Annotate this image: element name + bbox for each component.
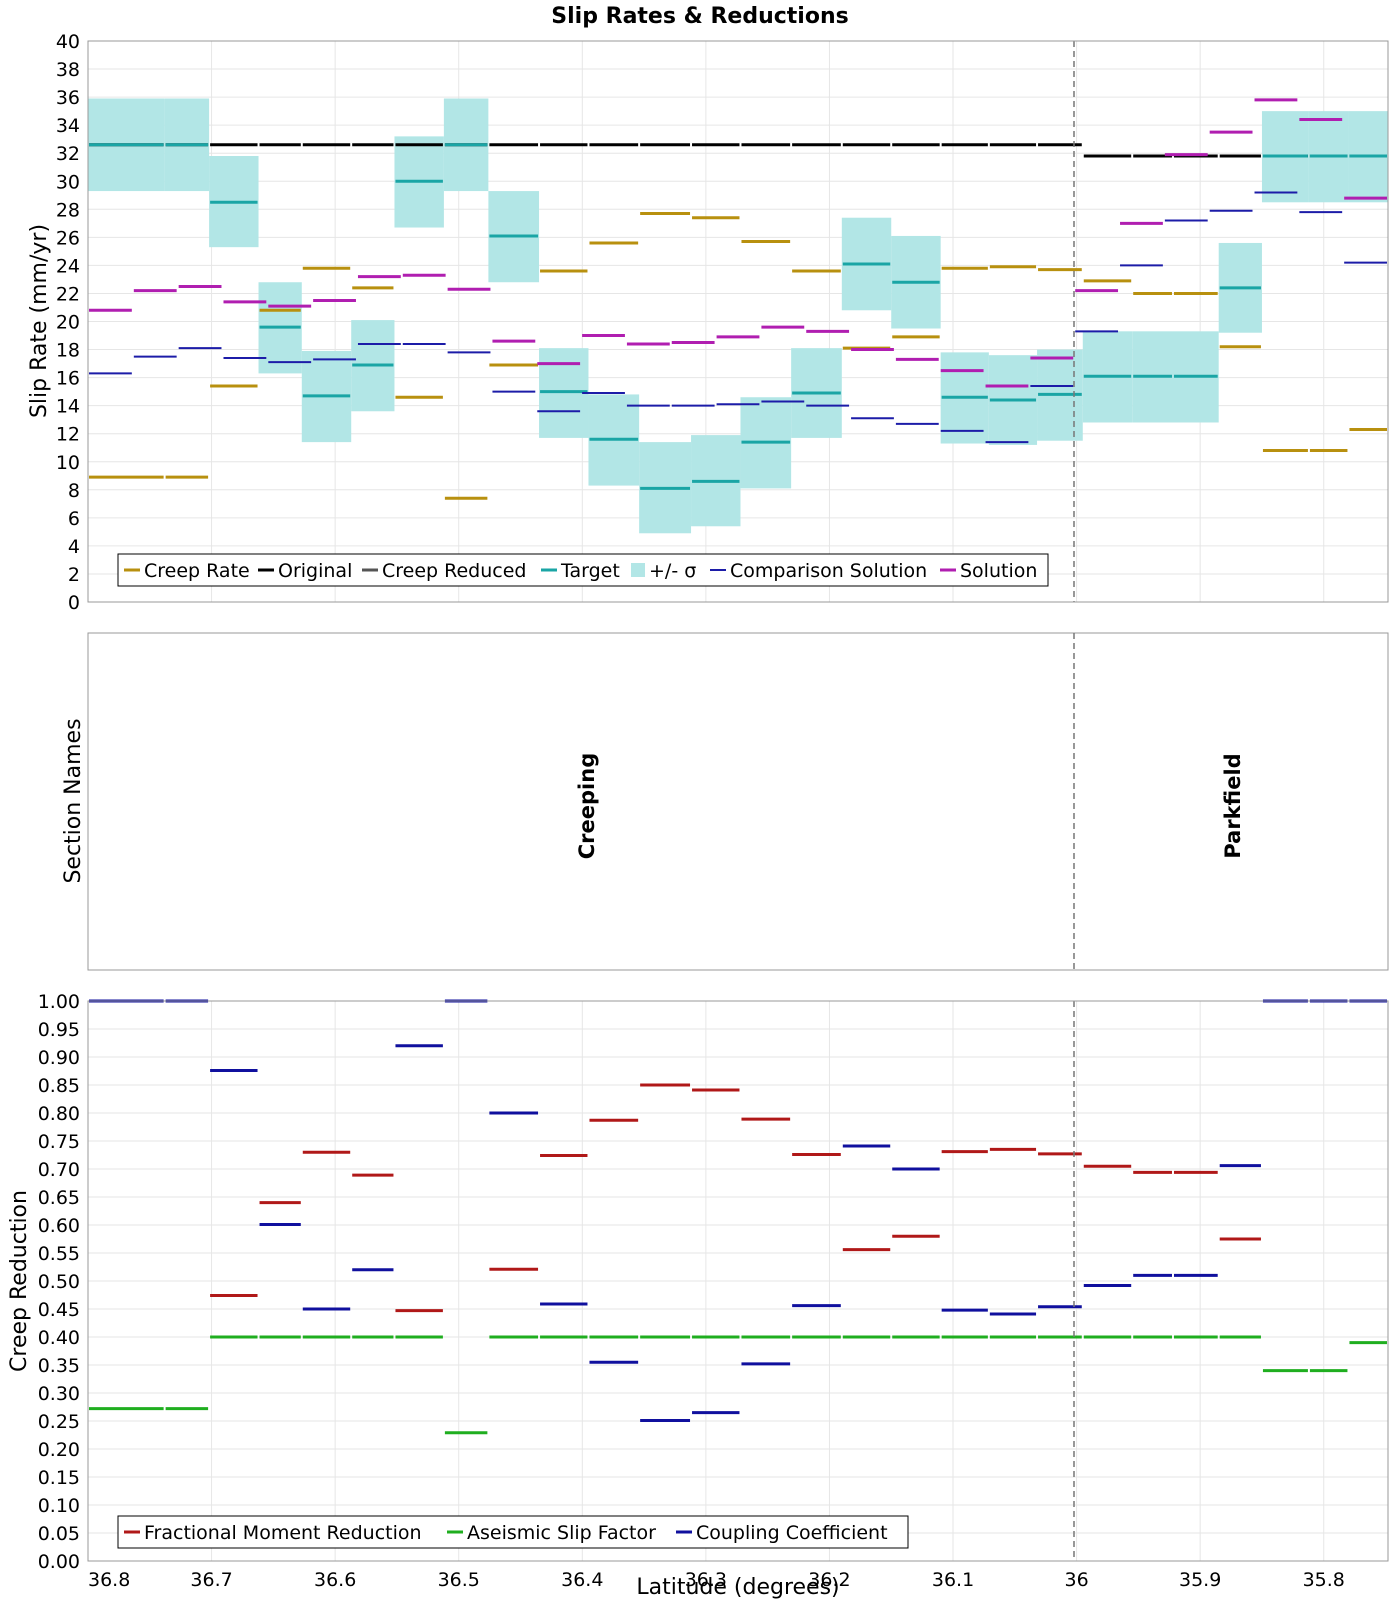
y-tick-label: 0.95 <box>38 1019 80 1041</box>
creep-reduction-y-label: Creep Reduction <box>7 1190 32 1372</box>
y-tick-label: 4 <box>68 536 80 558</box>
y-tick-label: 6 <box>68 508 80 530</box>
sigma-bands <box>88 98 1388 534</box>
slip-rate-grid <box>87 40 1388 603</box>
creep-reduction-legend: Fractional Moment Reduction Aseismic Sli… <box>117 1515 909 1549</box>
y-tick-label: 20 <box>56 312 80 334</box>
y-tick-label: 0.65 <box>38 1187 80 1209</box>
creep-reduction-y-ticks: 0.00 0.05 0.10 0.15 0.20 0.25 0.30 0.35 0.40 0.45… <box>38 991 80 1573</box>
x-tick-label: 36.7 <box>190 1569 232 1591</box>
x-axis-label: Latitude (degrees) <box>636 1575 839 1600</box>
y-tick-label: 0.40 <box>38 1327 80 1349</box>
creep-reduction-legend-box <box>117 1515 909 1549</box>
x-tick-label: 36.4 <box>561 1569 603 1591</box>
y-tick-label: 26 <box>56 227 80 249</box>
y-tick-label: 18 <box>56 340 80 362</box>
y-tick-label: 0.15 <box>38 1467 80 1489</box>
y-tick-label: 0.30 <box>38 1383 80 1405</box>
y-tick-label: 2 <box>68 564 80 586</box>
y-tick-label: 0.35 <box>38 1355 80 1377</box>
slip-rate-series <box>89 98 1387 500</box>
creep-reduction-panel: 0.00 0.05 0.10 0.15 0.20 0.25 0.30 0.35 0.40 0.45… <box>7 991 1389 1600</box>
slip-rate-legend: Creep Rate Original Creep Reduced Target… <box>117 553 1049 587</box>
x-tick-label: 36 <box>1064 1569 1088 1591</box>
y-tick-label: 34 <box>56 115 80 137</box>
slip-rate-plot-frame <box>87 40 1389 603</box>
y-tick-label: 0.55 <box>38 1243 80 1265</box>
y-tick-label: 0.45 <box>38 1299 80 1321</box>
legend-label-creep-reduced: Creep Reduced <box>382 560 526 582</box>
y-tick-label: 36 <box>56 87 80 109</box>
legend-label-target: Target <box>560 560 620 582</box>
y-tick-label: 0.75 <box>38 1131 80 1153</box>
y-tick-label: 0.25 <box>38 1411 80 1433</box>
creep-reduction-plot-frame <box>87 1000 1389 1562</box>
x-tick-label: 35.8 <box>1303 1569 1345 1591</box>
section-names-panel: Section Names Creeping Parkfield <box>61 632 1389 971</box>
y-tick-label: 0.70 <box>38 1159 80 1181</box>
y-tick-label: 16 <box>56 368 80 390</box>
y-tick-label: 12 <box>56 424 80 446</box>
legend-label-fmr: Fractional Moment Reduction <box>144 1522 422 1544</box>
latitude-x-ticks: 36.8 36.7 36.6 36.5 36.4 36.3 36.2 36.1 36 35.9 35… <box>88 1569 1345 1591</box>
section-y-label: Section Names <box>61 718 86 883</box>
y-tick-label: 0.05 <box>38 1523 80 1545</box>
y-tick-label: 38 <box>56 59 80 81</box>
y-tick-label: 28 <box>56 199 80 221</box>
y-tick-label: 10 <box>56 452 80 474</box>
slip-rate-y-label: Slip Rate (mm/yr) <box>27 224 52 418</box>
legend-label-sigma: +/- σ <box>649 560 696 582</box>
y-tick-label: 0.00 <box>38 1551 80 1573</box>
y-tick-label: 0 <box>68 592 80 614</box>
creep-reduction-series <box>89 999 1387 1435</box>
y-tick-label: 0.85 <box>38 1075 80 1097</box>
y-tick-label: 0.10 <box>38 1495 80 1517</box>
legend-label-creep-rate: Creep Rate <box>144 560 250 582</box>
section-label-creeping: Creeping <box>575 753 599 859</box>
creep-reduction-grid <box>87 1000 1388 1562</box>
y-tick-label: 0.90 <box>38 1047 80 1069</box>
y-tick-label: 24 <box>56 255 80 277</box>
y-tick-label: 30 <box>56 171 80 193</box>
legend-label-cc: Coupling Coefficient <box>696 1522 888 1544</box>
legend-label-asf: Aseismic Slip Factor <box>467 1522 656 1544</box>
x-tick-label: 35.9 <box>1179 1569 1221 1591</box>
y-tick-label: 1.00 <box>38 991 80 1013</box>
x-tick-label: 36.2 <box>808 1569 850 1591</box>
y-tick-label: 14 <box>56 396 80 418</box>
x-tick-label: 36.6 <box>314 1569 356 1591</box>
legend-label-solution: Solution <box>960 560 1037 582</box>
x-tick-label: 36.1 <box>932 1569 974 1591</box>
x-tick-label: 36.5 <box>438 1569 480 1591</box>
y-tick-label: 22 <box>56 283 80 305</box>
legend-swatch-sigma <box>631 563 645 577</box>
y-tick-label: 32 <box>56 143 80 165</box>
chart-title: Slip Rates & Reductions <box>551 4 848 29</box>
section-plot-frame <box>87 632 1389 971</box>
y-tick-label: 0.50 <box>38 1271 80 1293</box>
y-tick-label: 0.80 <box>38 1103 80 1125</box>
y-tick-label: 0.60 <box>38 1215 80 1237</box>
y-tick-label: 0.20 <box>38 1439 80 1461</box>
y-tick-label: 40 <box>56 31 80 53</box>
legend-label-comparison: Comparison Solution <box>730 560 927 582</box>
y-tick-label: 8 <box>68 480 80 502</box>
x-tick-label: 36.3 <box>685 1569 727 1591</box>
legend-label-original: Original <box>278 560 352 582</box>
section-label-parkfield: Parkfield <box>1221 753 1245 858</box>
x-tick-label: 36.8 <box>88 1569 130 1591</box>
